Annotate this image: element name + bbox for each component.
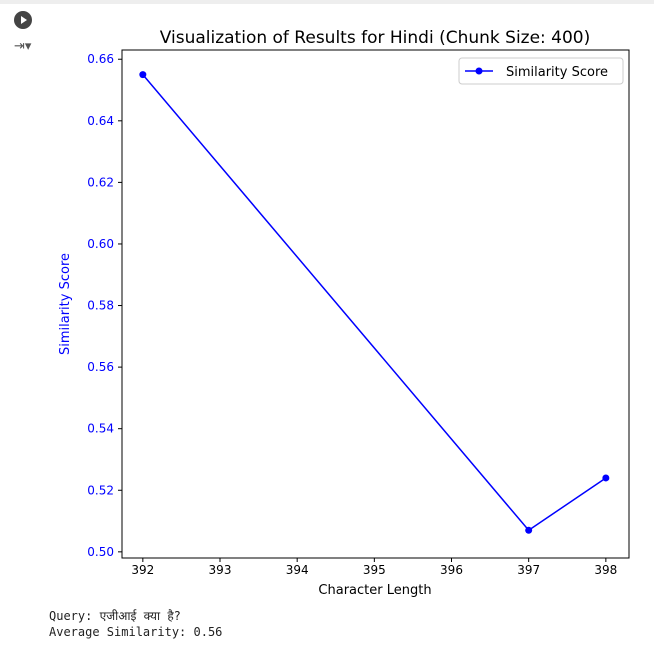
x-tick-label: 398	[594, 563, 617, 577]
legend: Similarity Score	[458, 57, 624, 85]
x-tick-label: 394	[286, 563, 309, 577]
x-tick-label: 395	[363, 563, 386, 577]
y-tick-label: 0.62	[87, 175, 114, 189]
data-point	[602, 474, 610, 482]
series-line	[142, 74, 607, 532]
plot-frame	[121, 49, 630, 559]
y-axis-label: Similarity Score	[58, 253, 73, 355]
x-tick-label: 397	[517, 563, 540, 577]
average-similarity-output: Average Similarity: 0.56	[49, 625, 223, 639]
y-tick-label: 0.50	[87, 545, 114, 559]
x-axis-label: Character Length	[318, 583, 431, 598]
query-output: Query: एजीआई क्या है?	[49, 609, 181, 623]
y-tick-label: 0.58	[87, 299, 114, 313]
y-tick-label: 0.66	[87, 52, 114, 66]
y-tick-label: 0.56	[87, 360, 114, 374]
legend-box	[458, 57, 624, 85]
data-point	[139, 71, 147, 79]
x-tick-label: 393	[209, 563, 232, 577]
x-tick-label: 396	[440, 563, 463, 577]
legend-label: Similarity Score	[506, 65, 608, 80]
y-tick-label: 0.54	[87, 422, 114, 436]
cell-gutter: ⇥▾	[0, 0, 44, 651]
legend-marker	[475, 67, 483, 75]
x-tick-label: 392	[131, 563, 154, 577]
y-tick-label: 0.60	[87, 237, 114, 251]
top-bar	[0, 0, 654, 4]
output-toggle-icon[interactable]: ⇥▾	[14, 39, 32, 54]
y-tick-label: 0.64	[87, 114, 114, 128]
data-point	[525, 526, 533, 534]
play-icon[interactable]	[14, 11, 32, 29]
y-tick-label: 0.52	[87, 483, 114, 497]
chart-title: Visualization of Results for Hindi (Chun…	[160, 28, 591, 48]
